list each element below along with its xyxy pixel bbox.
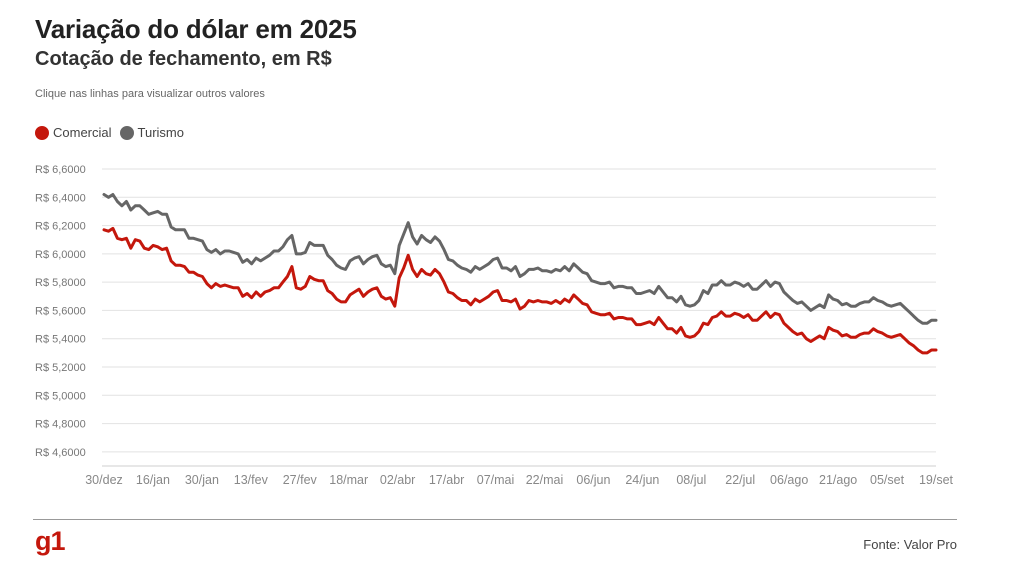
chart-grid <box>102 168 936 467</box>
chart-instruction: Clique nas linhas para visualizar outros… <box>35 88 265 100</box>
chart-title: Variação do dólar em 2025 <box>35 14 357 44</box>
line-chart: R$ 6,6000 R$ 6,4000 R$ 6,2000 R$ 6,0000 R$ 5… <box>35 164 954 487</box>
y-tick-label: R$ 6,0000 <box>35 249 86 261</box>
x-tick-label: 24/jun <box>625 473 659 487</box>
y-tick-label: R$ 5,2000 <box>35 362 86 374</box>
legend-label-turismo: Turismo <box>137 125 184 140</box>
y-tick-label: R$ 6,2000 <box>35 221 86 233</box>
y-tick-label: R$ 4,8000 <box>35 419 86 431</box>
series-line-comercial[interactable] <box>102 226 938 355</box>
g1-logo: g1 <box>35 526 65 556</box>
y-tick-label: R$ 5,0000 <box>35 390 86 402</box>
y-axis: R$ 6,6000 R$ 6,4000 R$ 6,2000 R$ 6,0000 R$ 5… <box>35 164 86 459</box>
x-tick-label: 13/fev <box>234 473 269 487</box>
x-tick-label: 22/mai <box>526 473 564 487</box>
x-tick-label: 02/abr <box>380 473 415 487</box>
x-tick-label: 22/jul <box>725 473 755 487</box>
legend-dot-turismo-icon <box>119 125 134 140</box>
footer-divider <box>33 519 957 520</box>
y-tick-label: R$ 4,6000 <box>35 447 86 459</box>
x-tick-label: 19/set <box>919 473 954 487</box>
x-tick-label: 07/mai <box>477 473 515 487</box>
y-tick-label: R$ 5,8000 <box>35 277 86 289</box>
x-tick-label: 17/abr <box>429 473 464 487</box>
x-tick-label: 16/jan <box>136 473 170 487</box>
x-tick-label: 06/ago <box>770 473 808 487</box>
x-tick-label: 30/dez <box>85 473 123 487</box>
x-tick-label: 27/fev <box>283 473 318 487</box>
series-line-turismo[interactable] <box>102 193 938 325</box>
x-tick-label: 21/ago <box>819 473 857 487</box>
y-tick-label: R$ 5,4000 <box>35 334 86 346</box>
chart-series <box>102 193 938 355</box>
x-tick-label: 05/set <box>870 473 905 487</box>
legend-dot-comercial-icon <box>35 125 49 140</box>
x-tick-label: 18/mar <box>329 473 368 487</box>
legend-item-comercial[interactable]: Comercial <box>35 125 112 140</box>
legend-label-comercial: Comercial <box>53 125 112 140</box>
x-axis: 30/dez 16/jan 30/jan 13/fev 27/fev 18/mar 02/a… <box>85 473 953 487</box>
legend: Comercial Turismo <box>35 125 192 140</box>
legend-item-turismo[interactable]: Turismo <box>119 125 184 140</box>
x-tick-label: 06/jun <box>576 473 610 487</box>
y-tick-label: R$ 5,6000 <box>35 305 86 317</box>
y-tick-label: R$ 6,4000 <box>35 192 86 204</box>
y-tick-label: R$ 6,6000 <box>35 164 86 176</box>
x-tick-label: 30/jan <box>185 473 219 487</box>
x-tick-label: 08/jul <box>676 473 706 487</box>
chart-subtitle: Cotação de fechamento, em R$ <box>35 48 332 70</box>
source-credit: Fonte: Valor Pro <box>863 537 957 552</box>
